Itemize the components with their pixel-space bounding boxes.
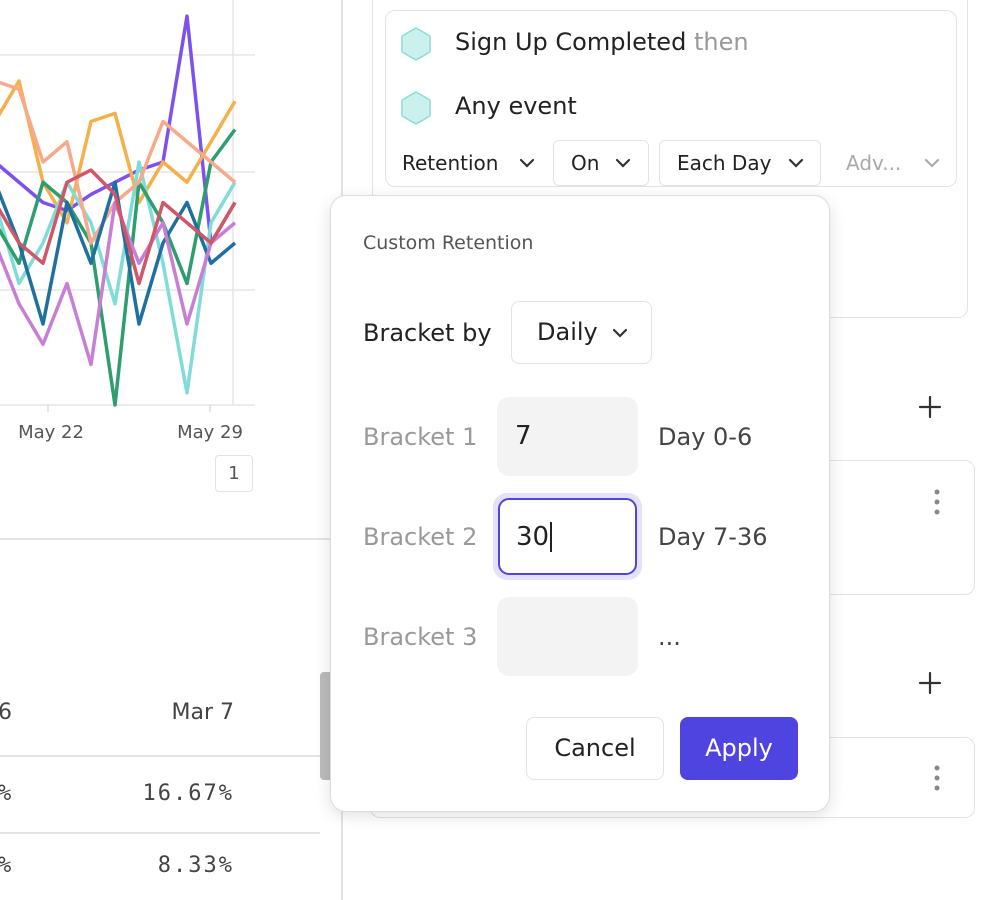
label: Bracket by: [363, 319, 492, 347]
step[interactable]: Sign Up Completed: [455, 28, 687, 56]
bracket-label: Bracket 3: [363, 623, 478, 651]
cell: %: [0, 781, 13, 806]
x-tick-label: May 29: [177, 422, 243, 443]
column-header: Mar 7: [171, 700, 235, 725]
bracket-range: ...: [658, 623, 681, 651]
x-tick-label: May 22: [18, 422, 84, 443]
input-value: 7: [515, 421, 532, 451]
bracket-input[interactable]: 30: [498, 498, 637, 575]
cell: 16.67%: [142, 781, 234, 806]
cell: %: [0, 853, 13, 878]
dropdown-label: On: [571, 151, 600, 175]
popup-title: Custom Retention: [363, 232, 534, 254]
bracket-input[interactable]: 7: [497, 397, 638, 476]
series-line: [0, 200, 237, 367]
custom-retention-popup: Custom Retention Bracket by Daily Bracke…: [330, 195, 830, 812]
series-line: [0, 180, 237, 326]
dropdown[interactable]: Adv...: [846, 151, 902, 175]
cell: 8.33%: [157, 853, 234, 878]
dropdown[interactable]: Daily: [511, 301, 652, 364]
series-line: [0, 128, 237, 407]
column-header: 6: [0, 700, 12, 725]
dropdown[interactable]: Retention: [402, 151, 499, 175]
cancel-button[interactable]: Cancel: [526, 717, 664, 780]
chart: May 22 May 29: [0, 0, 255, 443]
step[interactable]: Any event: [455, 92, 577, 120]
dropdown[interactable]: [553, 140, 649, 186]
bracket-range: Day 7-36: [658, 523, 768, 551]
bracket-label: Bracket 2: [363, 523, 478, 551]
step-icons: [401, 27, 431, 125]
series-line: [0, 79, 237, 225]
page-button[interactable]: 1: [215, 455, 253, 492]
input-value: 30: [516, 522, 550, 552]
apply-button[interactable]: Apply: [680, 717, 798, 780]
bracket-label: Bracket 1: [363, 423, 478, 451]
series-line: [0, 168, 237, 286]
bracket-input[interactable]: [497, 597, 638, 676]
step-joiner: then: [693, 28, 749, 56]
dropdown-label: Each Day: [677, 151, 772, 175]
bracket-range: Day 0-6: [658, 423, 753, 451]
dropdown-label: Daily: [537, 318, 598, 346]
